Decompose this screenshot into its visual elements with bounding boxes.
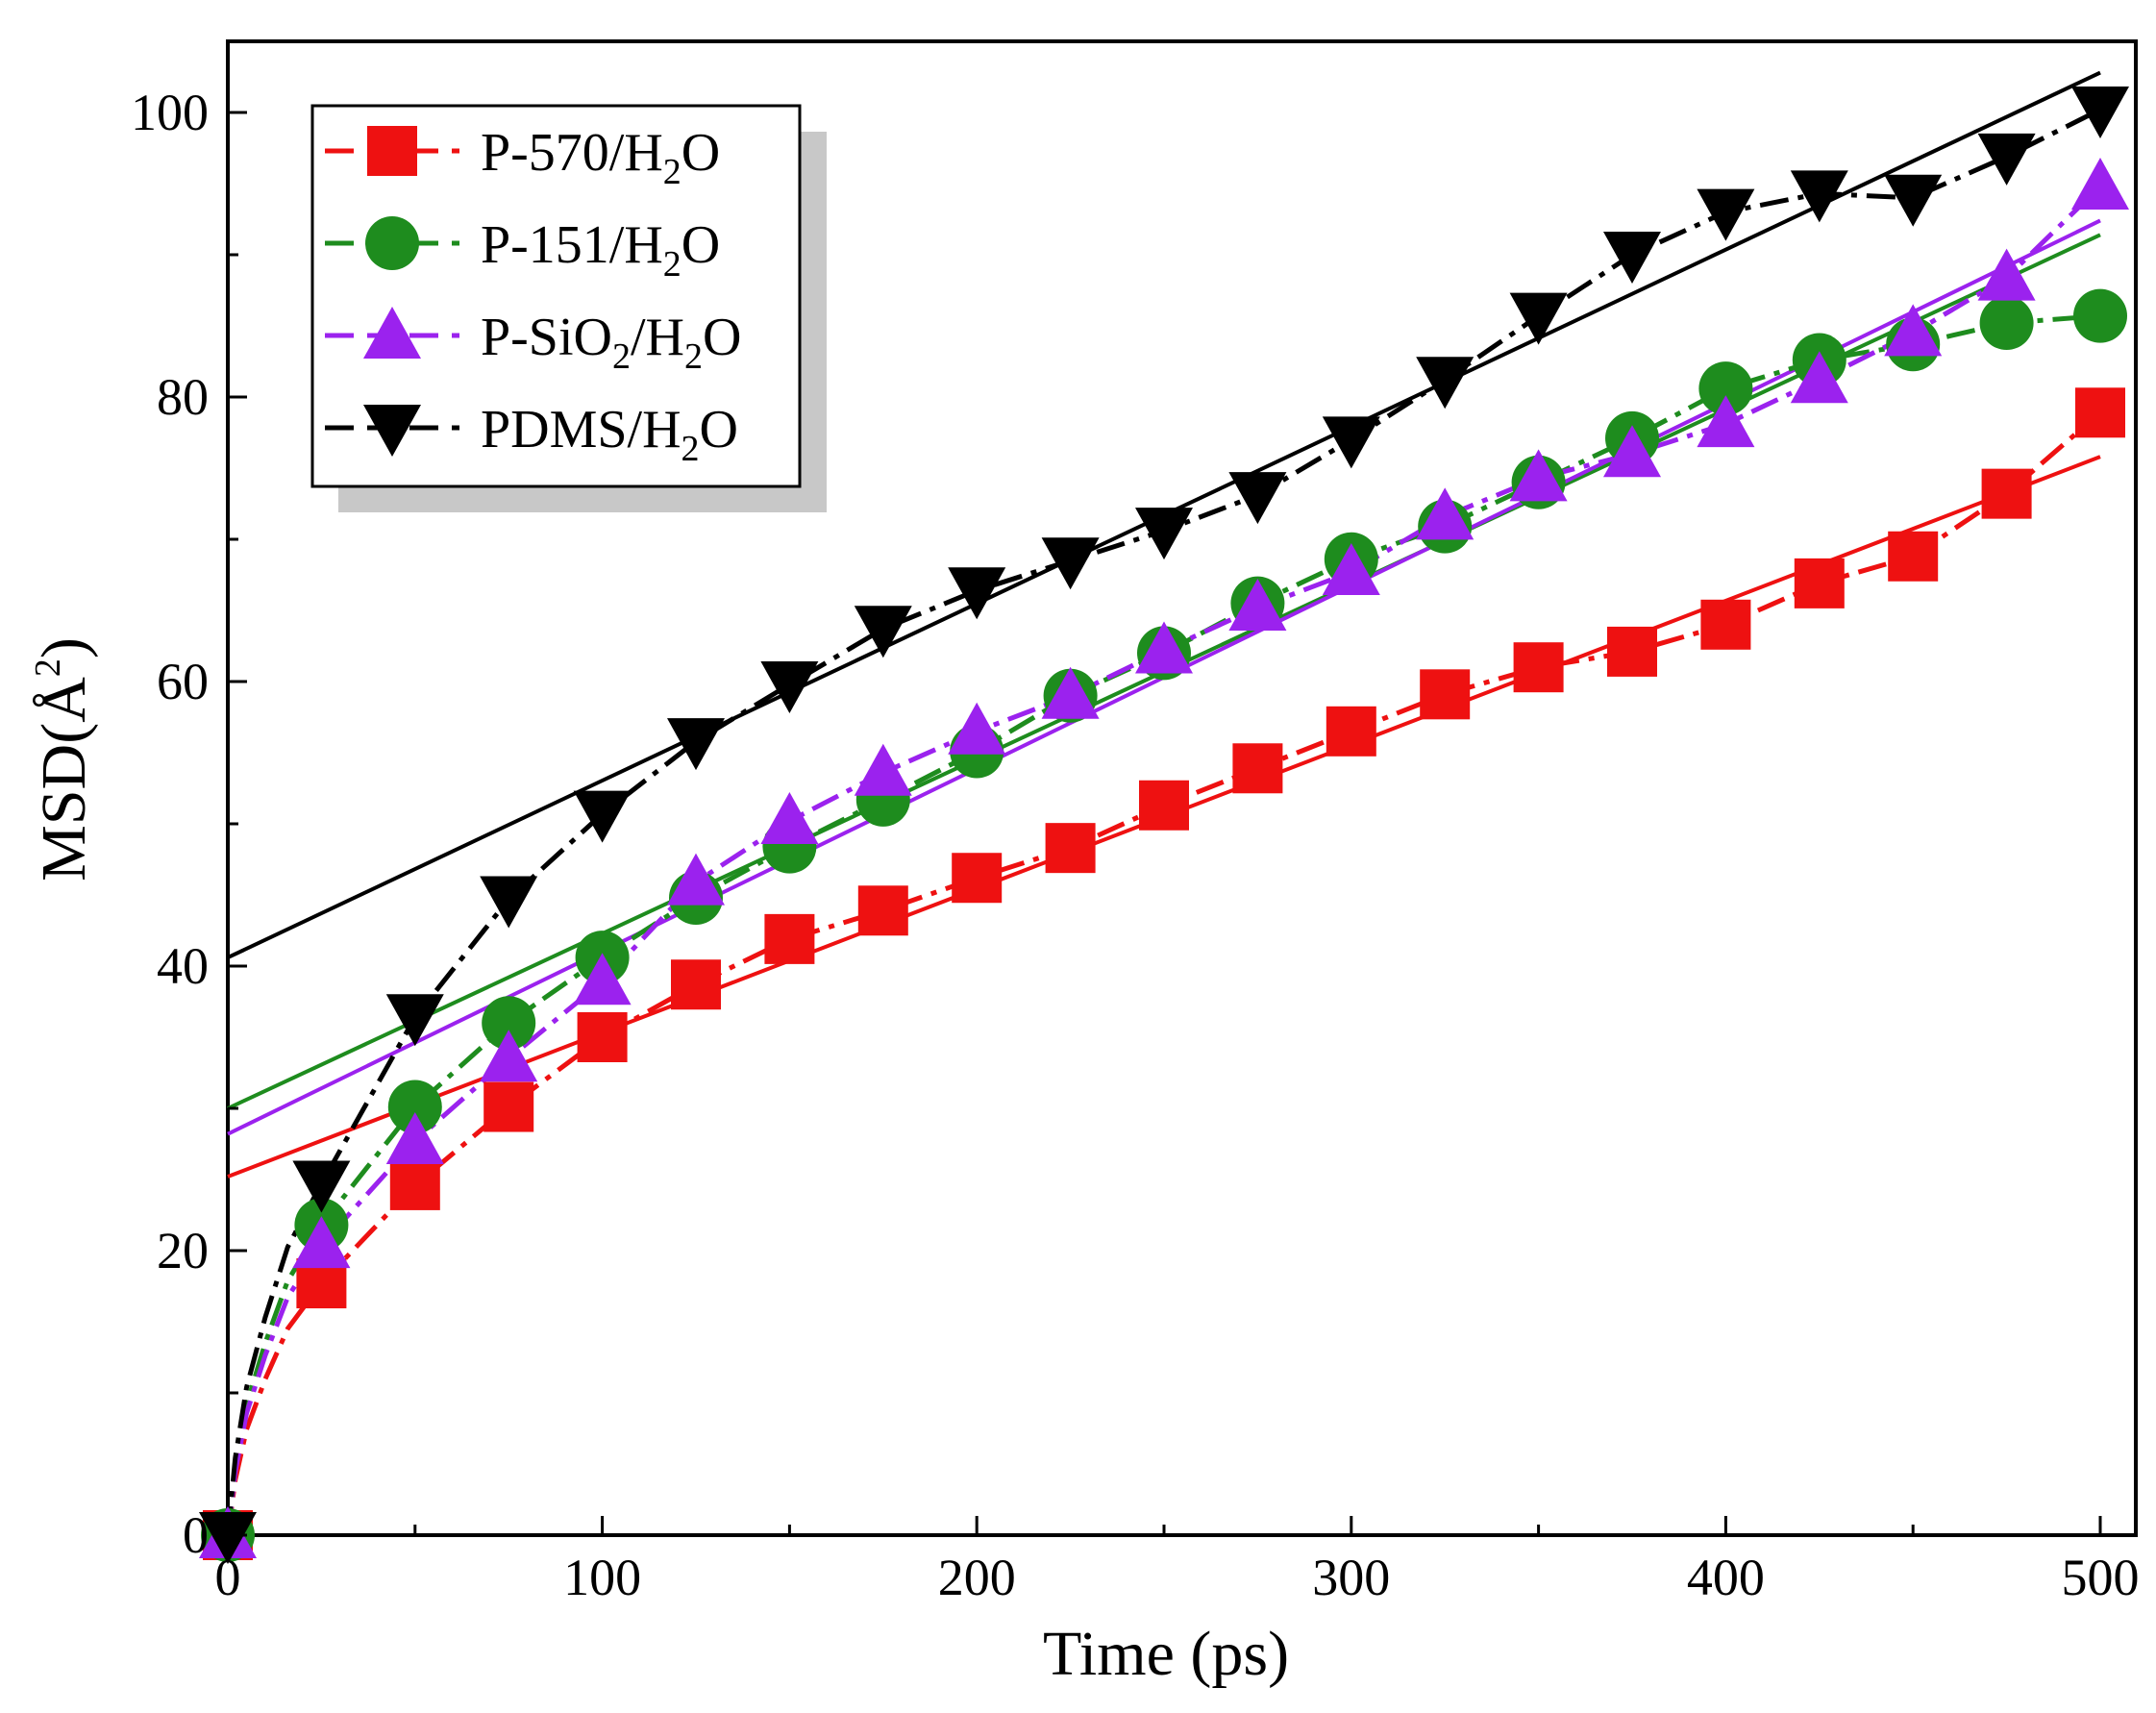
- p-570-h2o-point: [857, 885, 908, 936]
- legend-marker-p-sio2-h2o: [363, 307, 421, 359]
- p-sio2-h2o-point: [1322, 543, 1380, 596]
- p-570-h2o-point: [1700, 599, 1751, 650]
- p-sio2-h2o-point: [854, 743, 912, 796]
- p-sio2-h2o-point: [2071, 157, 2129, 210]
- pdms-h2o-point: [1322, 416, 1380, 469]
- pdms-h2o-point: [1790, 170, 1848, 223]
- p-570-h2o-point: [1513, 642, 1564, 693]
- y-axis-title-sup: 2: [28, 658, 68, 677]
- p-570-h2o-point: [2075, 387, 2125, 438]
- p-sio2-h2o-point: [948, 702, 1006, 755]
- p-570-h2o-point: [1794, 558, 1845, 608]
- p-570-h2o-point: [389, 1159, 440, 1210]
- p-570-h2o-point: [952, 853, 1003, 904]
- pdms-h2o-point: [948, 567, 1006, 620]
- p-sio2-h2o-point: [1509, 449, 1568, 502]
- p-sio2-h2o-point: [480, 1030, 538, 1082]
- p-sio2-h2o-point: [1884, 304, 1943, 357]
- p-570-h2o-point: [764, 913, 815, 964]
- pdms-h2o-point: [1416, 357, 1475, 410]
- pdms-h2o-point: [480, 876, 538, 929]
- x-tick-label: 300: [1312, 1549, 1390, 1606]
- x-tick-label: 400: [1687, 1549, 1765, 1606]
- p-sio2-h2o-point: [1790, 351, 1848, 404]
- legend-marker-p-570-h2o: [367, 126, 417, 176]
- legend: P-570/H2O P-151/H2O P-SiO2/H2O PDMS/H2O: [310, 104, 827, 512]
- y-axis-title: MSD(Å2): [28, 637, 99, 881]
- legend-label-p-570-h2o: P-570/H2O: [481, 123, 720, 192]
- y-tick-label: 0: [183, 1506, 209, 1564]
- p-sio2-h2o-point: [1603, 425, 1661, 478]
- legend-label-pdms-h2o: PDMS/H2O: [481, 400, 738, 469]
- p-570-h2o-point: [671, 959, 721, 1010]
- x-tick-label: 100: [563, 1549, 641, 1606]
- pdms-h2o-point: [199, 1512, 257, 1564]
- legend-marker-pdms-h2o: [363, 405, 421, 457]
- legend-label-p-sio2-h2o: P-SiO2/H2O: [481, 308, 741, 377]
- pdms-h2o-point: [2071, 87, 2129, 139]
- p-sio2-h2o-point: [385, 1112, 444, 1165]
- pdms-h2o-point: [573, 790, 632, 843]
- data-markers: [199, 87, 2129, 1564]
- x-tick-label: 200: [938, 1549, 1016, 1606]
- x-tick-label: 500: [2062, 1549, 2140, 1606]
- p-570-h2o-point: [1326, 706, 1376, 757]
- pdms-h2o-point: [760, 660, 819, 713]
- p-570-h2o-point: [1607, 626, 1657, 677]
- plot-frame: [226, 39, 2138, 1537]
- y-tick-label: 100: [131, 84, 209, 141]
- x-axis-title: Time (ps): [1043, 1619, 1289, 1689]
- p-sio2-h2o-point: [573, 953, 632, 1005]
- p-sio2-h2o-point: [667, 853, 725, 906]
- p-570-h2o-point: [577, 1012, 628, 1062]
- pdms-h2o-point: [667, 718, 725, 771]
- p-570-h2o-point: [1045, 823, 1096, 874]
- y-tick-label: 20: [157, 1222, 209, 1279]
- p-570-h2o-point: [1888, 531, 1939, 582]
- pdms-h2o-point: [1603, 232, 1661, 284]
- p-570-h2o-point: [483, 1081, 534, 1132]
- pdms-h2o-point: [1041, 537, 1100, 590]
- p-151-h2o-point: [387, 1080, 442, 1134]
- pdms-h2o-point: [1228, 472, 1287, 525]
- legend-label-p-151-h2o: P-151/H2O: [481, 215, 720, 285]
- y-axis-ticks: 0 20 40 60 80 100: [131, 84, 247, 1564]
- pdms-h2o-point: [1135, 508, 1193, 560]
- pdms-h2o-point: [1884, 174, 1943, 227]
- x-axis-ticks: 0 100 200 300 400 500: [215, 1516, 2140, 1606]
- legend-marker-p-151-h2o: [365, 216, 419, 270]
- p-151-h2o-point: [1698, 361, 1753, 416]
- p-570-h2o-point: [1139, 780, 1189, 831]
- y-axis-title-close: ): [29, 637, 99, 658]
- p-sio2-h2o-point: [1135, 621, 1193, 674]
- p-sio2-h2o-point: [1697, 395, 1755, 448]
- p-570-h2o-point: [1981, 468, 2032, 519]
- p-sio2-h2o-point: [1977, 248, 2036, 301]
- p-151-h2o-point: [2073, 288, 2127, 343]
- p-570-h2o-point: [1232, 743, 1283, 794]
- y-tick-label: 60: [157, 653, 209, 710]
- y-axis-title-main: MSD(Å: [29, 677, 99, 881]
- pdms-h2o-point: [1697, 188, 1755, 241]
- pdms-h2o-point: [1977, 133, 2036, 186]
- pdms-h2o-point: [854, 606, 912, 658]
- y-tick-label: 80: [157, 368, 209, 426]
- p-sio2-h2o-point: [1041, 666, 1100, 719]
- pdms-h2o-point: [292, 1160, 351, 1213]
- p-151-h2o-point: [1979, 296, 2034, 351]
- p-sio2-h2o-point: [292, 1216, 351, 1269]
- pdms-h2o-point: [1509, 292, 1568, 345]
- p-570-h2o-point: [1420, 669, 1471, 720]
- p-sio2-h2o-point: [1228, 579, 1287, 632]
- p-151-h2o-point: [482, 996, 536, 1051]
- p-sio2-h2o-point: [760, 792, 819, 845]
- p-sio2-h2o-point: [1416, 487, 1475, 540]
- x-tick-label: 0: [215, 1549, 241, 1606]
- pdms-h2o-point: [385, 994, 444, 1047]
- y-tick-label: 40: [157, 937, 209, 995]
